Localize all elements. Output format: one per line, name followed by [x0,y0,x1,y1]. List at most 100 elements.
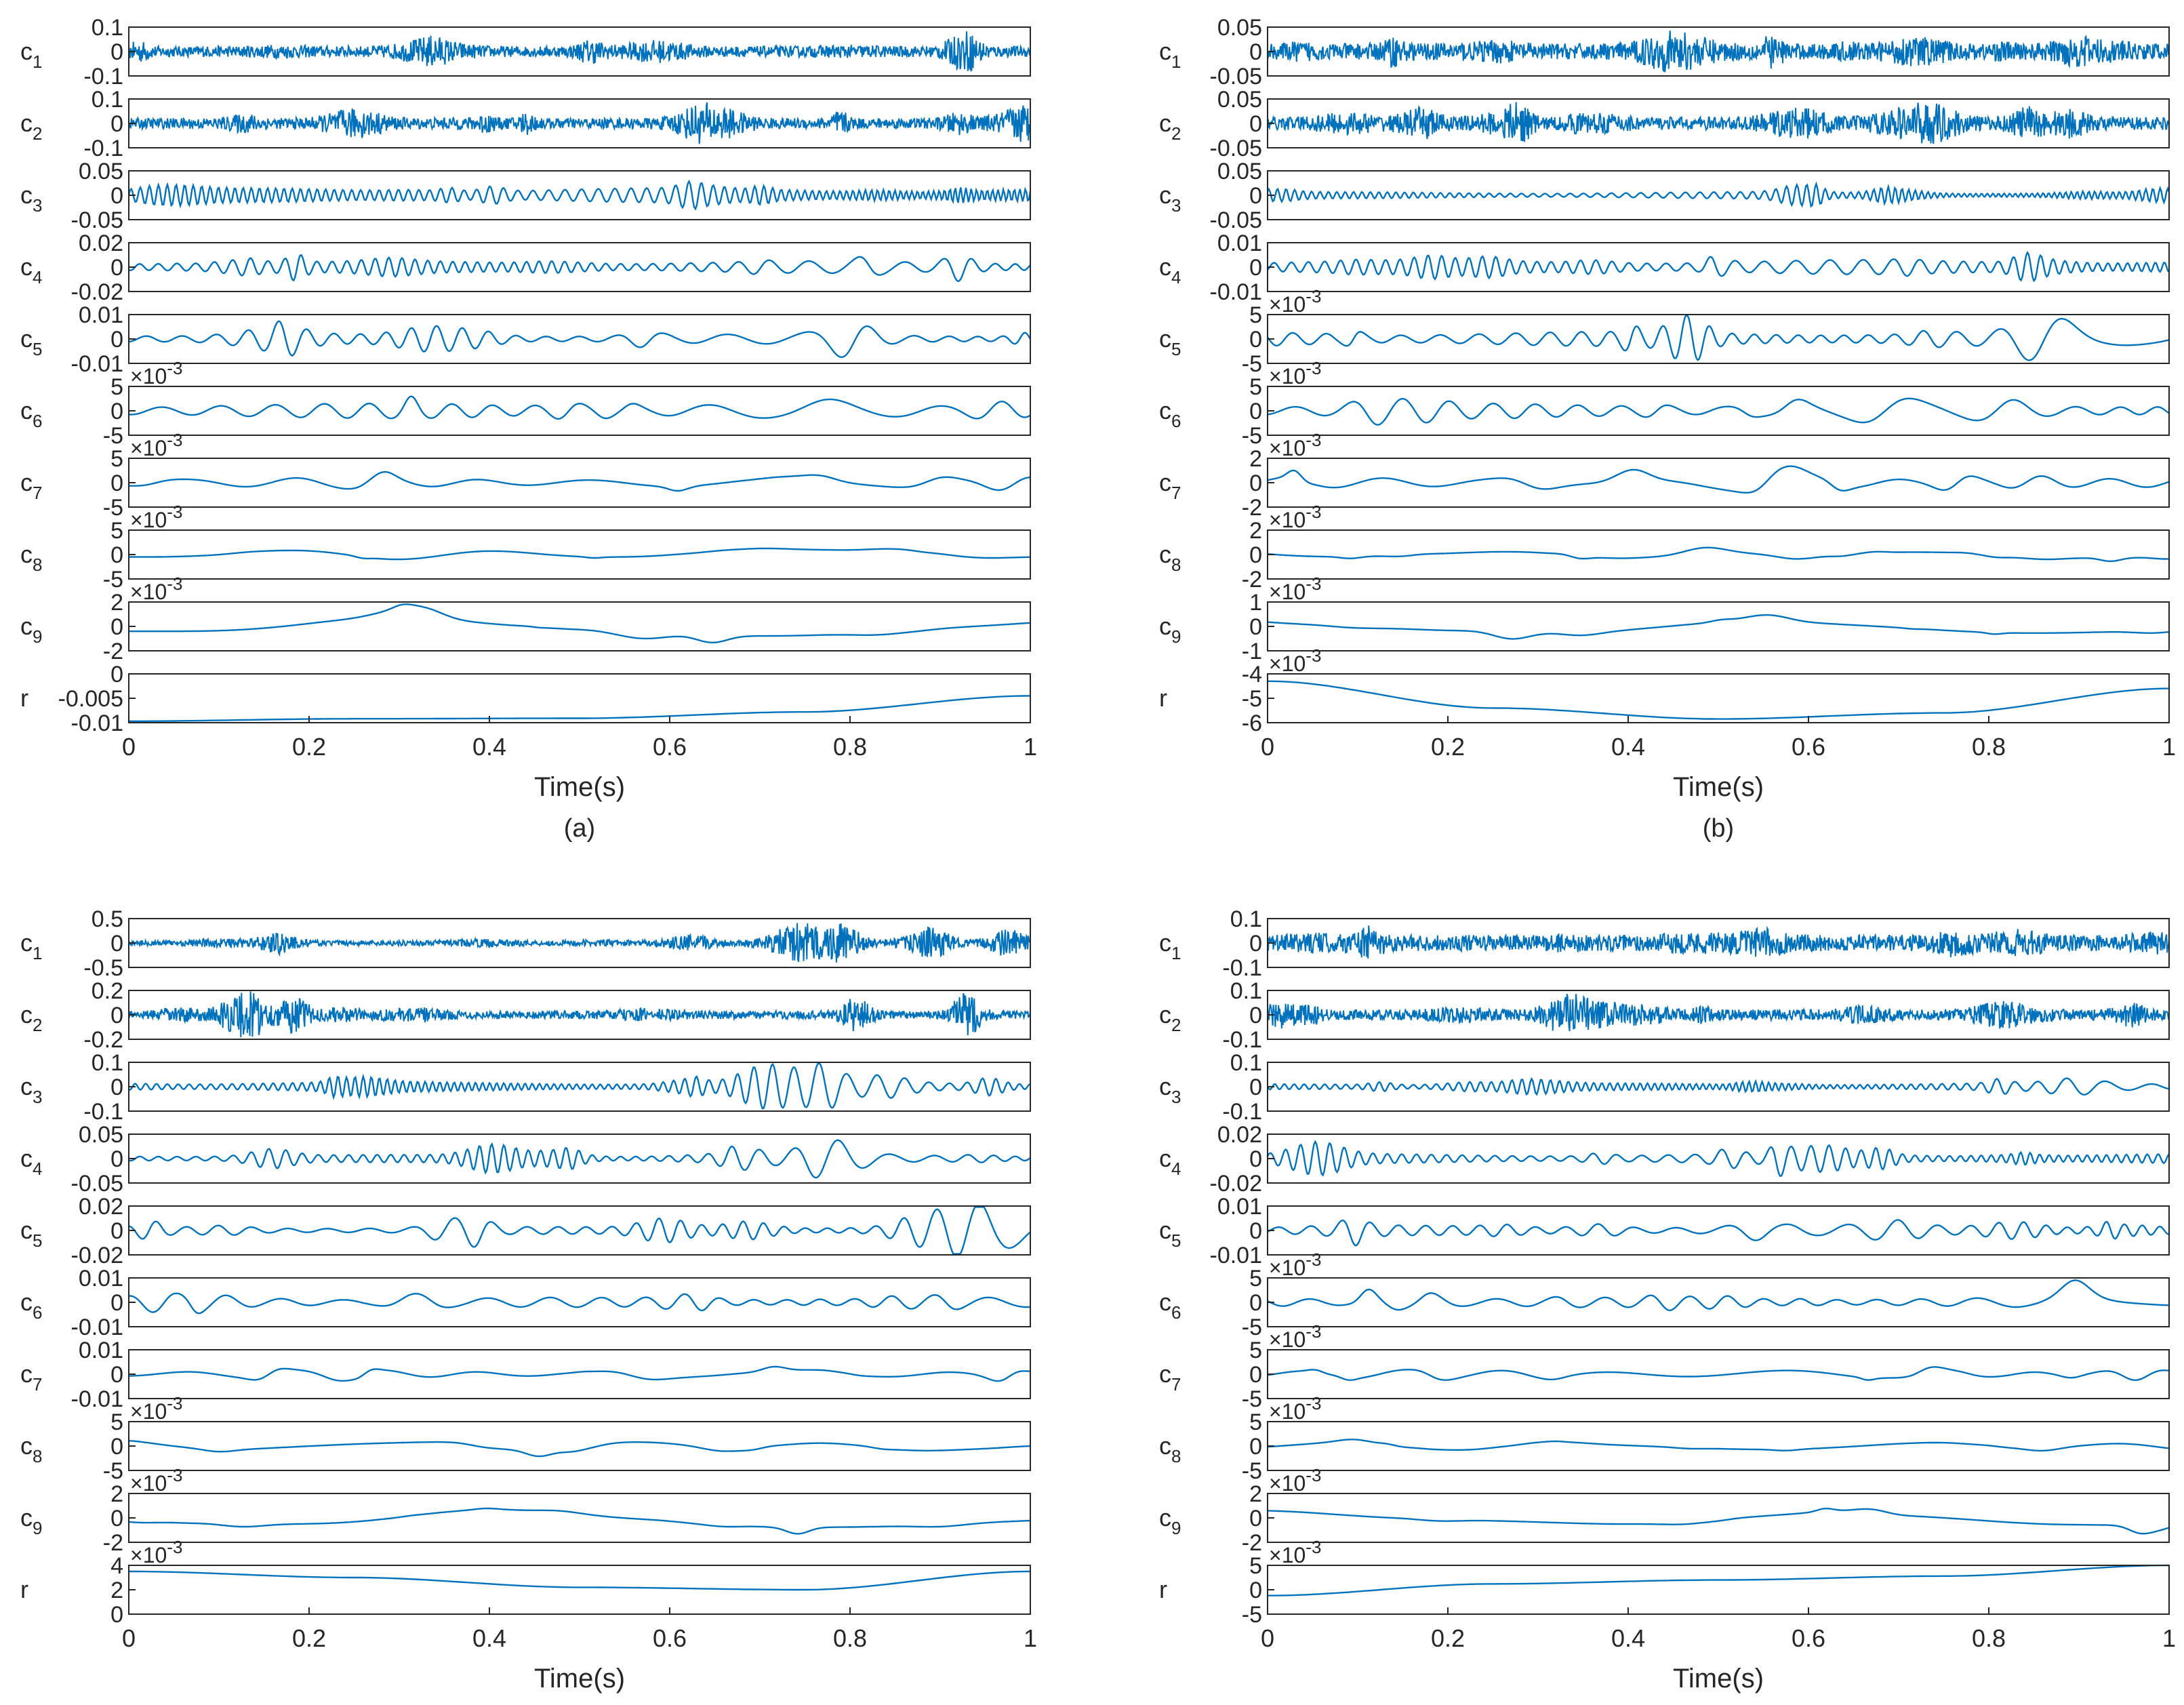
exponent-power: -3 [167,1393,182,1413]
x-tick-label: 0.4 [472,1624,506,1652]
row-label-subscript: 2 [1171,1015,1181,1035]
y-tick-label: 0 [1249,1218,1262,1244]
series-line-c3 [1266,181,2170,208]
exponent-base: ×10 [1269,364,1306,388]
y-tick-label: -0.05 [1210,207,1263,233]
row-label-subscript: 3 [33,195,42,216]
y-tick-label: -0.01 [1210,1243,1263,1268]
y-tick-label: 2 [110,1578,123,1603]
row-label-subscript: 5 [1171,1230,1181,1251]
series-line-c1 [1267,31,2170,73]
y-tick-label: -0.1 [83,1099,123,1125]
row-c4: 0.050-0.05 c4 [20,1122,1031,1197]
exponent-label: ×10-3 [130,574,182,604]
y-tick-label: 0 [110,1362,123,1388]
y-tick-label: -6 [1242,710,1262,736]
y-tick-label: -1 [1242,639,1262,664]
exponent-power: -3 [167,430,182,450]
y-tick-label: 0 [1249,1506,1262,1531]
y-tick-label: 0.05 [1217,15,1262,41]
y-tick-label: -2 [103,639,123,664]
exponent-power: -3 [1306,430,1321,450]
row-label-name: c [20,109,33,137]
row-label-name: c [20,253,33,281]
y-tick-label: 0 [1249,111,1262,137]
y-tick-label: 0 [110,470,123,496]
y-tick-label: 0 [1249,1434,1262,1460]
y-tick-label: 0 [110,1075,123,1100]
y-tick-label: 0.1 [92,1050,123,1076]
y-tick-label: -0.02 [71,279,124,305]
exponent-base: ×10 [130,580,167,604]
row-label-subscript: 9 [1171,1518,1181,1538]
row-label-subscript: 8 [1171,555,1181,575]
y-tick-label: -0.1 [83,64,123,89]
y-tick-label: -0.02 [1210,1171,1263,1197]
row-label-subscript: 9 [33,626,42,647]
exponent-power: -3 [167,358,182,378]
row-label-name: c [1159,929,1171,957]
row-label: c3 [1159,1072,1181,1107]
y-tick-label: -0.1 [1222,1099,1262,1125]
y-tick-label: 5 [1249,1266,1262,1291]
y-tick-label: 0 [110,1602,123,1628]
y-tick-label: 0.05 [79,159,123,184]
row-c8: 50-5c8×10-3 [1159,1393,2170,1484]
exponent-base: ×10 [1269,508,1306,532]
y-tick-label: 0 [110,662,123,687]
series-line-r [129,1570,1031,1591]
row-label-name: c [20,181,33,209]
y-tick-label: -4 [1242,662,1262,687]
row-c7: 20-2c7×10-3 [1159,430,2170,521]
row-label-name: c [20,468,33,496]
y-tick-label: 0.01 [79,1266,123,1291]
y-tick-label: -0.2 [83,1027,123,1053]
row-label-name: c [20,540,33,568]
y-tick-label: -0.01 [71,1386,124,1412]
exponent-power: -3 [167,574,182,594]
exponent-power: -3 [1306,502,1321,522]
row-label-subscript: 4 [1171,267,1181,287]
series-line-c1 [1267,925,2170,959]
row-label-subscript: 8 [33,555,42,575]
row-label: c3 [20,181,42,216]
exponent-base: ×10 [1269,651,1306,676]
y-tick-label: -0.1 [1222,955,1262,981]
y-tick-label: 0.1 [1230,978,1262,1004]
row-c6: 0.010-0.01 c6 [20,1266,1031,1340]
series-line-c2 [128,102,1031,144]
row-label: c9 [1159,612,1181,647]
x-tick-label: 0.4 [472,733,506,761]
y-tick-label: 0 [110,931,123,957]
x-axis-label: Time(s) [534,1664,625,1693]
y-tick-label: 0 [1249,1362,1262,1388]
series-line-c4 [1266,1140,2170,1178]
row-label: c4 [20,1144,42,1179]
x-tick-label: 1 [2162,1624,2176,1652]
row-c7: 50-5c7×10-3 [1159,1321,2170,1412]
row-label: c4 [1159,253,1181,287]
panel-a: 0.10-0.1c10.10-0.1c20.050-0.05c30.020-0.… [20,15,1037,843]
row-c3: 0.10-0.1 c3 [20,1050,1031,1125]
y-tick-label: 0 [110,1506,123,1531]
y-tick-label: 0.05 [1217,87,1262,113]
exponent-base: ×10 [1269,580,1306,604]
row-label-name: c [1159,397,1171,424]
row-c4: 0.020-0.02 c4 [1159,1122,2170,1197]
series-line-r [129,695,1031,722]
row-label-name: c [1159,612,1171,640]
x-tick-label: 1 [1024,733,1037,761]
y-tick-label: 5 [110,446,123,472]
exponent-label: ×10-3 [1269,286,1321,317]
y-tick-label: 0 [110,183,123,209]
row-label: c5 [1159,1216,1181,1251]
y-tick-label: -0.01 [71,351,124,377]
row-label-name: c [1159,1144,1171,1172]
row-label: c7 [20,1360,42,1395]
x-tick-label: 0.8 [1972,733,2006,761]
y-tick-label: -5 [1242,1386,1262,1412]
row-label-subscript: 3 [33,1087,42,1107]
row-label-subscript: 7 [33,483,42,503]
x-axis-label: Time(s) [534,772,625,802]
row-label-name: c [20,1360,33,1388]
